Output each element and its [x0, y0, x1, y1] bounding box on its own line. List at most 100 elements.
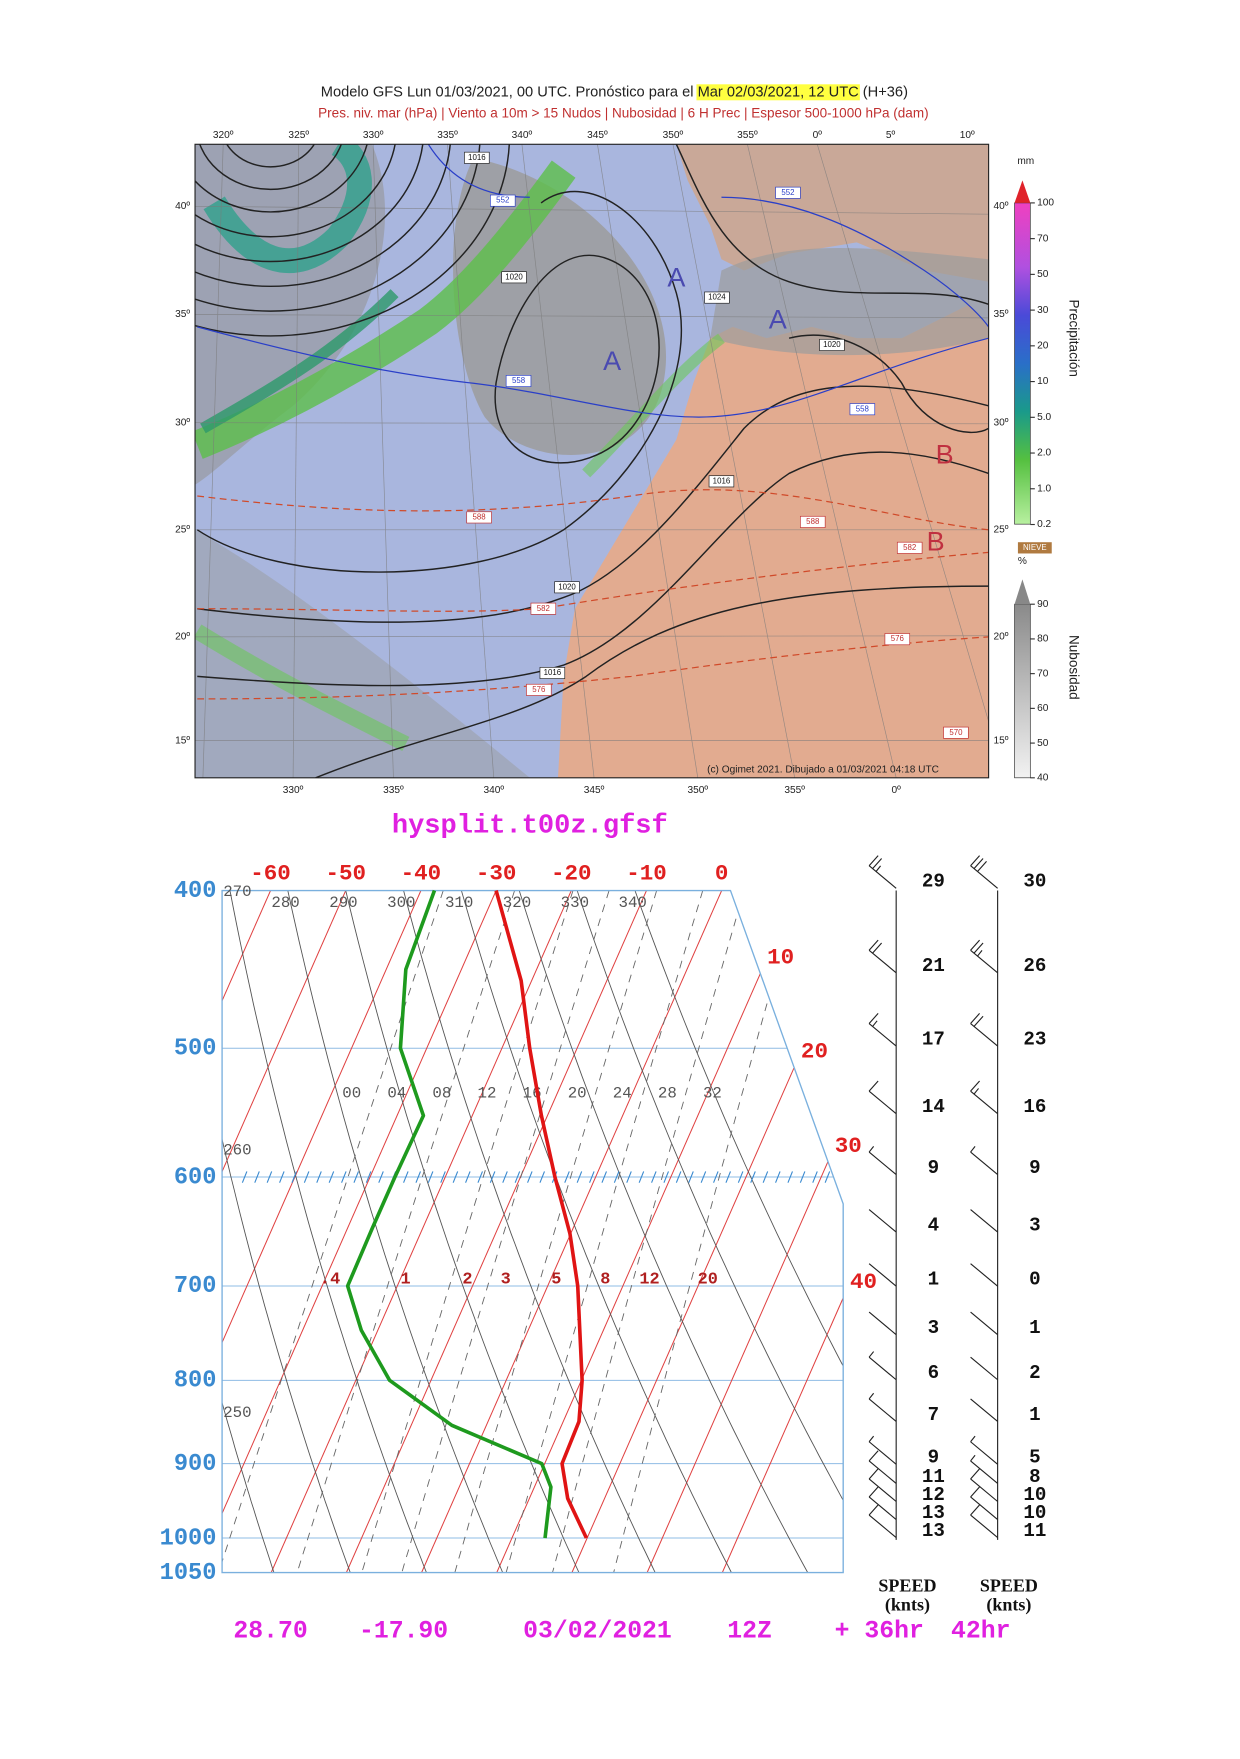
x-tick-label: -60 — [250, 861, 291, 887]
y-tick-label: 500 — [174, 1035, 217, 1062]
longitude-label: 345º — [584, 785, 605, 796]
dry-adiabat — [287, 890, 504, 1573]
mixing-ratio-label: 5 — [551, 1271, 561, 1290]
wind-speed: 4 — [928, 1214, 940, 1236]
hatch-tick — [316, 1171, 322, 1183]
cloud-unit: % — [1018, 556, 1027, 567]
dry-adiabat-label: 250 — [223, 1404, 251, 1422]
barb-staff — [868, 1151, 897, 1176]
mixing-ratio-label: 2 — [462, 1271, 472, 1290]
wind-speed: 17 — [922, 1028, 945, 1050]
hatch-tick — [775, 1171, 781, 1183]
dry-adiabat — [222, 890, 275, 1573]
hatch-tick — [576, 1171, 583, 1183]
wind-barb — [868, 1080, 897, 1115]
latitude-label: 20º — [175, 632, 190, 643]
barb-flag — [868, 1504, 879, 1516]
hatch-tick — [489, 1171, 496, 1183]
wind-barb — [868, 1146, 897, 1176]
barb-flag — [973, 858, 984, 869]
hatch-tick — [527, 1171, 533, 1183]
contour-label: 1016 — [544, 668, 562, 677]
barb-staff — [970, 1090, 998, 1115]
contour-label-box — [464, 151, 490, 164]
isotherm — [270, 890, 572, 1573]
mixing-ratio-line — [613, 890, 799, 1573]
footer-field: -17.90 — [359, 1618, 448, 1646]
longitude-label: 325º — [288, 130, 309, 141]
barb-flag — [868, 1486, 879, 1498]
footer-field: + 36hr — [835, 1618, 924, 1646]
precip-band — [203, 144, 372, 274]
contour-label: 1020 — [505, 272, 523, 281]
barb-flag — [970, 1504, 981, 1516]
mixing-ratio-label: 12 — [639, 1271, 659, 1290]
wind-speed: 2 — [1029, 1362, 1041, 1384]
hatch-tick — [291, 1171, 298, 1183]
wind-barb — [970, 855, 998, 889]
wind-header: (knts) — [986, 1594, 1031, 1615]
legend-level: 50 — [1037, 738, 1049, 749]
cloud-colorbar — [1014, 603, 1031, 779]
moist-adiabat-label: 12 — [478, 1085, 497, 1103]
barb-flag — [868, 939, 879, 951]
contour-label: 1024 — [708, 293, 726, 302]
hatch-tick — [477, 1171, 483, 1183]
barb-flag — [872, 942, 883, 954]
contour-label: 1020 — [558, 582, 576, 591]
legend-level: 1.0 — [1037, 483, 1051, 494]
barb-flag — [977, 860, 987, 872]
contour-label-box — [539, 666, 566, 679]
precip-title: Precipitación — [1067, 299, 1082, 376]
skewt-plot — [222, 890, 844, 1573]
wind-barb — [868, 1392, 897, 1422]
hatch-tick — [626, 1171, 632, 1183]
contour-label: 588 — [806, 517, 820, 526]
barb-flag — [868, 1450, 879, 1462]
wind-speed: 5 — [1029, 1447, 1041, 1469]
barb-staff — [970, 1514, 998, 1539]
barb-staff — [868, 949, 897, 974]
longitude-label: 340º — [483, 785, 504, 796]
latitude-label: 40º — [994, 201, 1009, 212]
hatch-tick — [713, 1171, 719, 1183]
isotherm — [646, 890, 844, 1573]
hatch-tick — [403, 1171, 409, 1183]
pressure-center: A — [769, 304, 787, 334]
wind-speed: 3 — [928, 1317, 940, 1339]
hatch-tick — [737, 1171, 744, 1183]
wind-speed: 13 — [922, 1502, 945, 1524]
wind-barb — [970, 1504, 998, 1539]
barb-flag — [970, 1468, 981, 1480]
x-tick-label: 10 — [767, 945, 794, 971]
dry-adiabat — [576, 890, 844, 1573]
contour-label-box — [884, 633, 911, 646]
barb-flag — [872, 858, 883, 869]
longitude-label: 0º — [892, 785, 902, 796]
barb-staff — [868, 1209, 897, 1233]
longitude-label: 350º — [687, 785, 708, 796]
precip-band — [200, 289, 399, 434]
hatch-tick — [328, 1171, 335, 1183]
pressure-center: A — [603, 346, 621, 376]
wind-barb — [970, 1398, 998, 1422]
mixing-ratio-label: .4 — [320, 1271, 340, 1290]
x-tick-label: -30 — [476, 861, 517, 887]
barb-staff — [970, 1311, 998, 1336]
y-tick-label: 1050 — [160, 1560, 217, 1587]
footer-field: 03/02/2021 — [523, 1618, 672, 1646]
dry-adiabat-label: 290 — [329, 894, 357, 912]
contour-label-box — [849, 403, 876, 416]
barb-flag — [868, 855, 879, 867]
wind-barb — [868, 1468, 897, 1502]
wind-speed: 10 — [1023, 1502, 1046, 1524]
barb-staff — [970, 865, 998, 889]
barb-staff — [868, 1263, 897, 1287]
isotherm — [222, 890, 347, 1573]
mixing-ratio-line — [552, 890, 745, 1573]
barb-staff — [970, 949, 998, 974]
wind-speed: 23 — [1023, 1028, 1046, 1050]
hatch-tick — [799, 1171, 806, 1183]
latitude-label: 25º — [994, 524, 1009, 535]
barb-flag — [868, 1435, 875, 1443]
